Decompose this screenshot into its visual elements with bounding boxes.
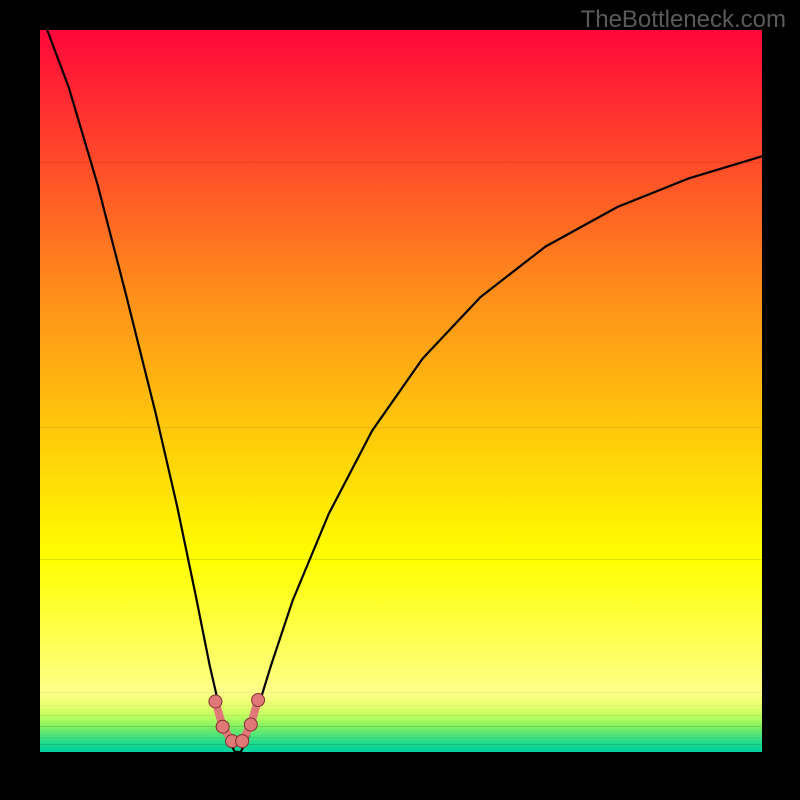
gradient-band bbox=[40, 427, 762, 559]
gradient-band bbox=[40, 745, 762, 752]
marker-dot bbox=[236, 735, 249, 748]
marker-dot bbox=[209, 695, 222, 708]
watermark-text: TheBottleneck.com bbox=[581, 6, 786, 34]
marker-dot bbox=[216, 720, 229, 733]
chart-stage: TheBottleneck.com bbox=[0, 0, 800, 800]
gradient-band bbox=[40, 716, 762, 727]
gradient-band bbox=[40, 559, 762, 692]
gradient-band bbox=[40, 727, 762, 738]
marker-dot bbox=[252, 694, 265, 707]
gradient-band bbox=[40, 30, 762, 162]
gradient-band bbox=[40, 162, 762, 295]
gradient-band bbox=[40, 705, 762, 716]
gradient-band bbox=[40, 738, 762, 745]
chart-svg bbox=[0, 0, 800, 800]
gradient-band bbox=[40, 295, 762, 427]
marker-dot bbox=[244, 718, 257, 731]
gradient-band bbox=[40, 692, 762, 705]
